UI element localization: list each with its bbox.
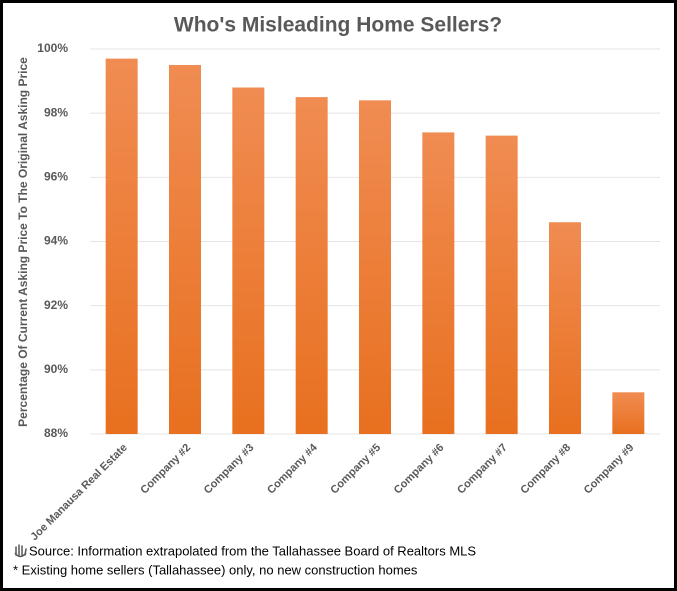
- y-tick-label: 96%: [44, 170, 68, 184]
- y-axis-label: Percentage Of Current Asking Price To Th…: [16, 57, 30, 427]
- bar: [105, 58, 138, 434]
- y-tick-label: 94%: [44, 234, 68, 248]
- bar: [549, 222, 581, 434]
- y-tick-label: 88%: [44, 426, 68, 440]
- y-tick-label: 98%: [44, 105, 68, 119]
- bar: [359, 100, 391, 434]
- source-note: Source: Information extrapolated from th…: [29, 543, 476, 558]
- hand-icon: [14, 544, 27, 558]
- y-tick-label: 90%: [44, 362, 68, 376]
- y-tick-label: 92%: [44, 298, 68, 312]
- bar: [612, 392, 645, 434]
- bar: [232, 87, 265, 434]
- bar: [169, 65, 201, 435]
- footnote: * Existing home sellers (Tallahassee) on…: [13, 562, 418, 577]
- bar: [422, 132, 455, 434]
- bar: [295, 97, 328, 434]
- y-tick-label: 100%: [37, 41, 68, 55]
- bar: [485, 135, 518, 434]
- chart-title: Who's Misleading Home Sellers?: [174, 14, 502, 37]
